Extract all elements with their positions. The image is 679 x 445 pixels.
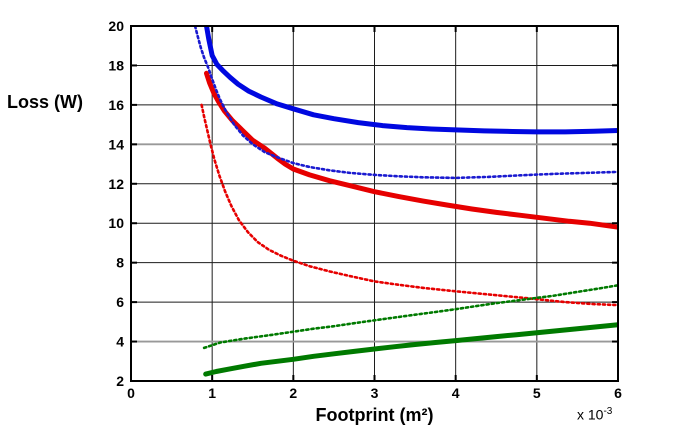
x-tick-label: 4	[452, 385, 460, 401]
x-tick-label: 1	[208, 385, 216, 401]
x-axis-title: Footprint (m²)	[315, 405, 434, 425]
x-axis-multiplier: x 10-3	[577, 406, 612, 423]
y-tick-label: 8	[116, 255, 124, 271]
y-tick-label: 4	[116, 334, 124, 350]
series-green-dotted	[202, 284, 618, 350]
x-axis-multiplier-base: x 10	[577, 406, 604, 423]
series-blue-solid	[204, 26, 618, 135]
y-tick-label: 20	[108, 18, 124, 34]
x-axis-multiplier-exponent: -3	[603, 406, 613, 417]
series-red-dotted	[200, 103, 618, 307]
x-tick-label: 2	[289, 385, 297, 401]
y-tick-label: 14	[108, 136, 124, 152]
series-blue-dotted	[193, 26, 618, 180]
series-red-solid	[204, 70, 618, 230]
y-tick-label: 10	[108, 215, 124, 231]
x-tick-label: 0	[127, 385, 135, 401]
series-green-solid	[203, 322, 618, 377]
y-tick-label: 2	[116, 373, 124, 389]
x-tick-label: 3	[371, 385, 379, 401]
y-tick-label: 12	[108, 176, 124, 192]
y-tick-label: 6	[116, 294, 124, 310]
y-tick-label: 18	[108, 57, 124, 73]
x-tick-label: 6	[614, 385, 622, 401]
y-tick-label: 16	[108, 97, 124, 113]
y-axis-title: Loss (W)	[7, 92, 83, 112]
x-tick-label: 5	[533, 385, 541, 401]
